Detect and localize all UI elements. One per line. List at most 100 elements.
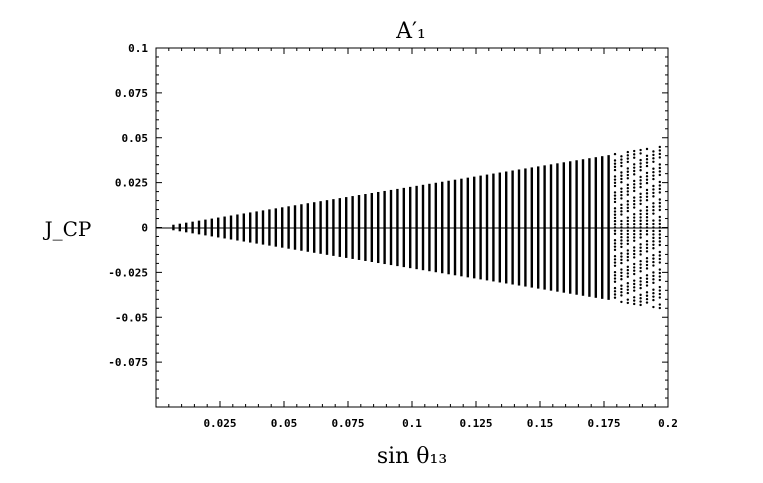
- data-point: [633, 302, 636, 306]
- data-point: [626, 167, 630, 170]
- y-axis-label: J_CP: [43, 217, 92, 241]
- data-point: [639, 280, 642, 283]
- data-point: [626, 200, 630, 203]
- data-point: [620, 268, 623, 271]
- data-point: [626, 272, 630, 275]
- data-point: [626, 160, 630, 164]
- data-point: [645, 301, 649, 304]
- x-tick-label: 0.175: [587, 417, 620, 430]
- data-point-column: [178, 223, 182, 232]
- data-point: [613, 178, 617, 181]
- data-point-column: [383, 190, 386, 265]
- data-point: [652, 257, 655, 260]
- data-point: [613, 200, 617, 204]
- data-point: [620, 171, 623, 174]
- data-point-column: [485, 174, 489, 281]
- data-point: [613, 223, 617, 226]
- data-point: [645, 161, 649, 164]
- data-point: [645, 195, 649, 198]
- data-point: [613, 232, 617, 236]
- data-point: [645, 154, 649, 158]
- data-point: [626, 249, 630, 252]
- data-point: [658, 233, 662, 236]
- x-tick-label: 0.2: [658, 417, 678, 430]
- data-point: [633, 189, 636, 193]
- x-tick-label: 0.025: [203, 417, 236, 430]
- data-point: [613, 264, 617, 267]
- data-point: [658, 306, 662, 310]
- data-point-column: [466, 177, 470, 278]
- data-point: [645, 181, 649, 185]
- data-point: [633, 222, 636, 226]
- data-point: [639, 233, 642, 236]
- data-point: [652, 233, 655, 236]
- data-point: [613, 168, 617, 172]
- data-point: [613, 152, 617, 156]
- data-point: [639, 212, 642, 216]
- data-point: [626, 216, 630, 219]
- data-point: [613, 229, 617, 232]
- data-point: [633, 266, 636, 269]
- data-point: [645, 178, 649, 181]
- data-point: [626, 255, 630, 259]
- data-point-column: [421, 184, 425, 271]
- data-point: [639, 185, 642, 189]
- data-point: [626, 265, 630, 269]
- data-point: [620, 232, 623, 236]
- data-point: [626, 190, 630, 193]
- data-point: [613, 159, 617, 162]
- data-point: [620, 164, 623, 168]
- x-axis-label: sin θ₁₃: [377, 444, 447, 469]
- data-point: [633, 262, 636, 266]
- data-point: [652, 236, 655, 240]
- data-point: [620, 187, 623, 190]
- data-point: [658, 163, 662, 166]
- data-point-column: [524, 168, 527, 287]
- data-point: [613, 270, 617, 274]
- data-point: [626, 177, 630, 180]
- data-point: [633, 299, 636, 302]
- data-point: [626, 259, 630, 262]
- data-point: [652, 243, 655, 246]
- data-point: [645, 274, 649, 277]
- data-point: [658, 222, 662, 226]
- data-point: [639, 158, 642, 162]
- data-point: [645, 267, 649, 270]
- data-point: [639, 148, 642, 152]
- data-point: [626, 232, 630, 236]
- data-point: [626, 150, 630, 154]
- data-point: [620, 252, 623, 255]
- x-tick-labels: 0.025 0.05 0.075 0.1 0.125 0.15 0.175 0.2: [203, 417, 678, 430]
- data-point: [645, 277, 649, 280]
- data-point: [633, 219, 636, 223]
- data-point: [613, 280, 617, 283]
- data-point: [626, 229, 630, 232]
- data-point: [645, 284, 649, 287]
- data-point: [658, 219, 662, 222]
- data-point: [620, 161, 623, 164]
- y-tick-label: -0.075: [108, 356, 148, 369]
- data-point: [652, 174, 655, 177]
- data-point: [626, 209, 630, 213]
- data-point: [639, 175, 642, 179]
- data-point: [626, 285, 630, 288]
- data-point: [639, 283, 642, 286]
- data-point: [633, 163, 636, 166]
- data-point: [639, 199, 642, 202]
- data-point: [658, 296, 662, 299]
- data-point: [658, 271, 662, 275]
- data-point: [645, 147, 649, 151]
- data-point: [633, 232, 636, 236]
- data-point: [645, 233, 649, 236]
- data-point: [626, 236, 630, 239]
- data-point: [626, 157, 630, 160]
- data-point: [613, 219, 617, 223]
- data-point: [620, 155, 623, 158]
- data-point: [633, 206, 636, 209]
- y-tick-label: 0.05: [122, 132, 149, 145]
- data-point-column: [197, 220, 201, 235]
- y-tick-label: -0.05: [115, 311, 148, 324]
- data-point: [633, 246, 636, 249]
- data-point: [633, 256, 636, 259]
- data-point: [652, 219, 655, 222]
